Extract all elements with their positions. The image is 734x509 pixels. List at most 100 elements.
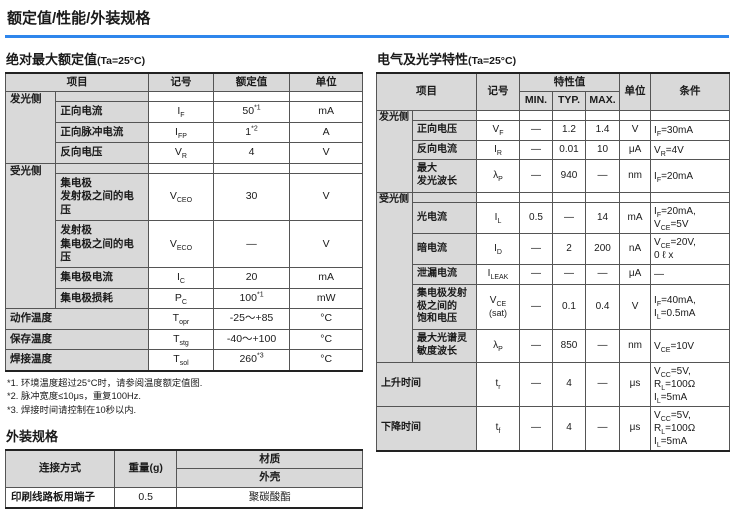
- col-header-symbol: 记号: [476, 72, 520, 111]
- unit-cell: nm: [619, 159, 652, 194]
- table-row: 正向电流 IF 50*1 mA: [6, 101, 363, 123]
- unit-cell: V: [619, 119, 652, 141]
- group-label-cell: 发光侧: [4, 91, 57, 164]
- unit-cell: μs: [619, 405, 652, 452]
- max-cell: 10: [584, 139, 621, 161]
- abs-max-heading-condition: (Ta=25°C): [97, 55, 146, 67]
- max-cell: —: [584, 361, 621, 407]
- symbol-cell: VF: [476, 119, 520, 141]
- rating-cell: -40～+100: [212, 328, 291, 351]
- max-cell: —: [584, 159, 621, 194]
- min-cell: 0.5: [519, 202, 553, 235]
- item-label-cell: 正向电压: [412, 119, 477, 141]
- elec-opt-table-header: 项目 记号 特性值 单位 条件 MIN. TYP. MAX.: [376, 72, 731, 111]
- condition-cell: —: [650, 264, 731, 285]
- header-row: 外壳: [6, 468, 363, 488]
- symbol-cell: VECO: [148, 220, 214, 269]
- right-column: 电气及光学特性(Ta=25°C) 项目 记号 特性值 单位 条件 MIN.: [376, 40, 731, 452]
- abs-max-table-body: 发光侧 正向电流 IF 50*1 mA 正向脉冲电流 IFP 1*2 A 反向电压 VR 4 V 受光侧集…: [4, 91, 363, 372]
- spacer-cell: [148, 162, 214, 174]
- condition-line: IF=20mA: [654, 170, 694, 184]
- unit-cell: °C: [289, 328, 363, 351]
- typ-cell: 850: [552, 329, 586, 363]
- condition-line: IL=5mA: [654, 435, 688, 449]
- min-cell: —: [519, 283, 553, 331]
- unit-cell: mA: [619, 202, 652, 235]
- item-label-cell: 最大 发光波长: [412, 159, 477, 194]
- max-cell: 14: [584, 202, 621, 235]
- condition-cell: VR=4V: [650, 139, 731, 161]
- spacer-cell: [55, 162, 150, 174]
- symbol-cell: PC: [148, 287, 214, 310]
- spacer-cell: [412, 109, 477, 121]
- case-material-cell: 聚碳酸酯: [176, 486, 363, 509]
- condition-line: IF=30mA: [654, 124, 694, 138]
- item-label-cell: 上升时间: [376, 361, 477, 407]
- header-row: 项目 记号 额定值 单位: [4, 72, 363, 93]
- condition-cell: IF=20mA, VCE=5V: [650, 202, 731, 235]
- col-header-case: 外壳: [176, 468, 363, 488]
- table-row: 动作温度 Topr -25～+85 °C: [4, 308, 363, 330]
- item-label-cell: 焊接温度: [4, 349, 150, 372]
- unit-cell: mW: [289, 287, 363, 310]
- rating-cell: 30: [212, 172, 291, 222]
- min-cell: —: [519, 361, 553, 407]
- max-cell: 200: [584, 233, 621, 266]
- table-row: 最大光谱灵 敏度波长 λP —850— nm VCE=10V: [377, 329, 731, 363]
- item-label-cell: 泄漏电流: [412, 264, 477, 285]
- min-cell: —: [519, 264, 553, 285]
- condition-line: RL=100Ω: [654, 378, 696, 392]
- symbol-cell: tf: [476, 405, 520, 452]
- elec-opt-table-body: 发光侧 正向电压 VF —1.2 1.4 V IF=30mA 反向电流 IR —0.01 10 μA V…: [376, 109, 731, 452]
- col-header-material: 材质: [176, 449, 363, 470]
- header-row: 项目 记号 特性值 单位 条件: [376, 72, 731, 111]
- left-column: 绝对最大额定值(Ta=25°C) 项目 记号 额定值 单位 发光侧 正向电流 IF 5…: [4, 40, 363, 509]
- table-row: 下降时间 tf —4— μs VCC=5V, RL=100Ω IL=5mA: [376, 405, 731, 452]
- col-header-min: MIN.: [519, 91, 553, 111]
- symbol-cell: λP: [476, 329, 520, 363]
- rating-cell: -25～+85: [212, 308, 291, 330]
- rating-cell: 100*1: [212, 287, 291, 310]
- table-row: 反向电流 IR —0.01 10 μA VR=4V: [377, 139, 731, 161]
- table-row: 集电极电流 IC 20 mA: [6, 267, 363, 289]
- typ-cell: 2: [552, 233, 586, 266]
- footnote: *2. 脉冲宽度≤10μs，重复100Hz.: [7, 391, 141, 402]
- spacer-cell: [412, 192, 477, 204]
- min-cell: —: [519, 329, 553, 363]
- col-header-unit: 单位: [619, 72, 652, 111]
- spacer-cell: [650, 109, 731, 121]
- rating-cell: —: [212, 220, 291, 269]
- item-label-cell: 反向电压: [55, 142, 150, 164]
- unit-cell: nm: [619, 329, 652, 363]
- condition-line: —: [654, 268, 665, 280]
- unit-cell: mA: [289, 101, 363, 123]
- symbol-cell: Topr: [148, 308, 214, 330]
- condition-line: RL=100Ω: [654, 422, 696, 436]
- abs-max-heading-text: 绝对最大额定值: [6, 52, 98, 67]
- typ-cell: —: [552, 264, 586, 285]
- unit-cell: °C: [289, 308, 363, 330]
- table-row: 上升时间 tr —4— μs VCC=5V, RL=100Ω IL=5mA: [376, 361, 731, 407]
- table-row: 最大 发光波长 λP —940— nm IF=20mA: [377, 159, 731, 194]
- min-cell: —: [519, 159, 553, 194]
- external-spec-table-body: 印刷线路板用端子 0.5 聚碳酸酯: [5, 486, 363, 509]
- abs-max-heading: 绝对最大额定值(Ta=25°C): [6, 49, 363, 68]
- abs-max-table: 项目 记号 额定值 单位 发光侧 正向电流 IF 50*1 mA 正向脉冲电流 IFP 1*2…: [4, 72, 363, 372]
- table-row: 集电极损耗 PC 100*1 mW: [6, 287, 363, 310]
- spacer-cell: [619, 109, 652, 121]
- section-row: 受光侧: [376, 192, 731, 363]
- condition-line: IL=5mA: [654, 391, 688, 405]
- group-label-cell: 发光侧: [376, 109, 413, 194]
- col-header-max: MAX.: [584, 91, 621, 111]
- col-header-item: 项目: [376, 72, 477, 111]
- external-spec-heading: 外装规格: [6, 428, 59, 444]
- max-cell: —: [584, 405, 621, 452]
- rating-cell: 50*1: [212, 101, 291, 123]
- spacer-cell: [619, 192, 652, 204]
- symbol-cell: VR: [148, 142, 214, 164]
- table-row: 印刷线路板用端子 0.5 聚碳酸酯: [5, 486, 363, 509]
- external-spec-table: 连接方式 重量(g) 材质 外壳 印刷线路板用端子 0.5 聚碳酸酯: [5, 448, 363, 509]
- condition-cell: VCE=10V: [650, 329, 731, 363]
- elec-opt-heading: 电气及光学特性(Ta=25°C): [377, 49, 729, 68]
